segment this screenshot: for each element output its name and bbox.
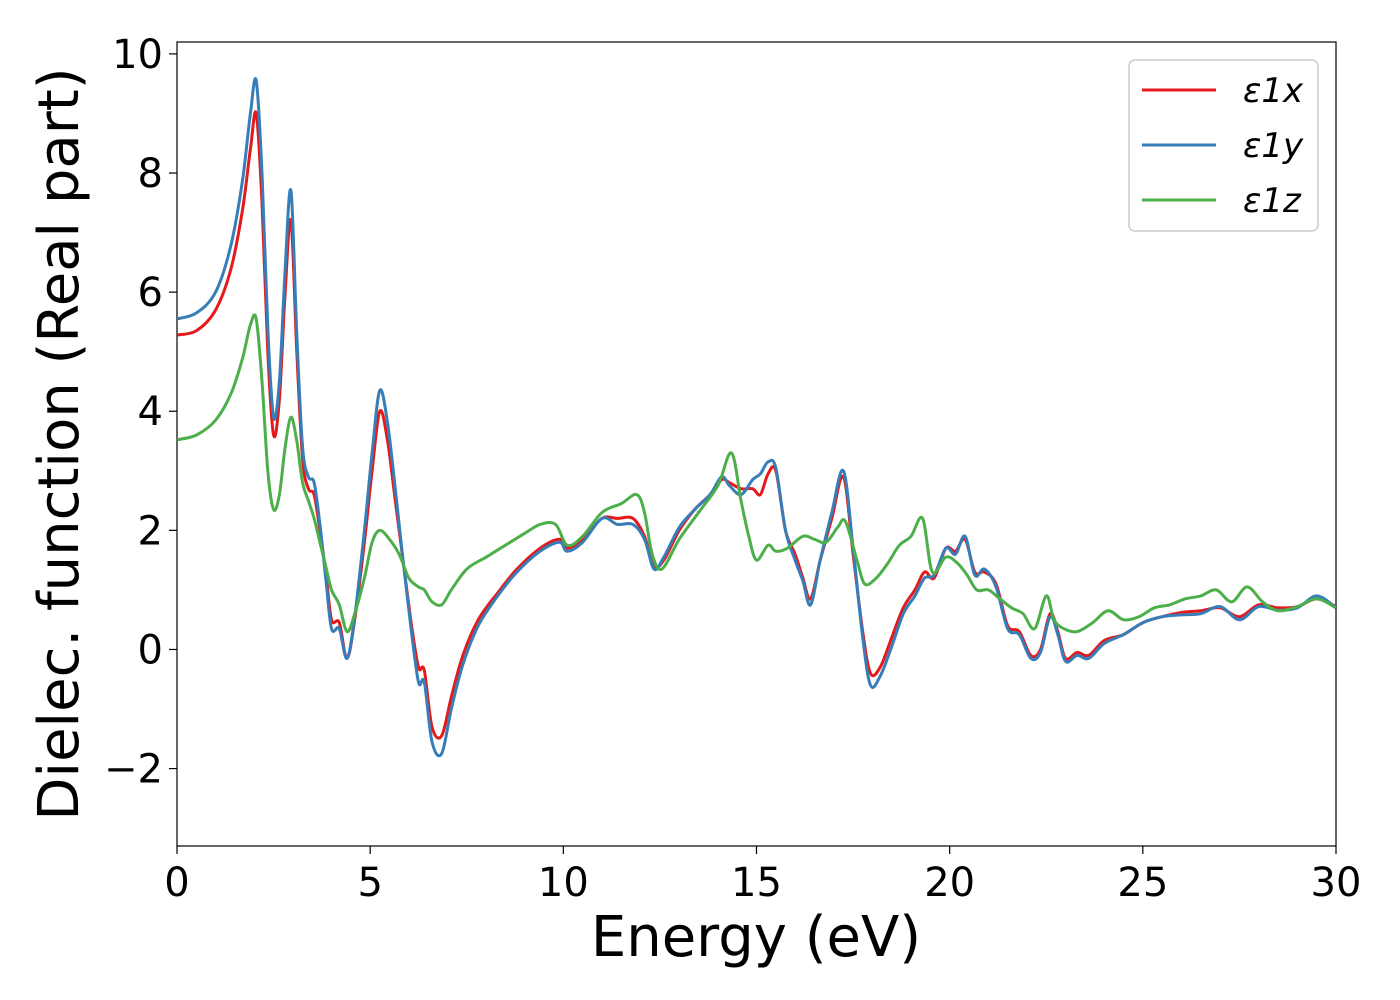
legend-box [1128,59,1319,232]
y-axis-label: Dielec. function (Real part) [27,67,92,820]
y-tick-label: 0 [138,627,163,673]
x-axis: 0 5 10 15 20 25 30 [164,846,1361,906]
y-tick-label: 4 [138,389,163,435]
y-axis: −2 0 2 4 6 8 10 [104,32,177,793]
series-layer [177,77,1336,758]
series-line-3 [177,313,1336,634]
x-axis-label: Energy (eV) [591,905,921,970]
y-tick-label: 6 [138,270,163,316]
legend-label-2: ε1y [1243,126,1304,166]
x-tick-label: 25 [1117,860,1168,906]
series-line-2 [177,77,1336,758]
x-tick-label: 5 [357,860,382,906]
legend: ε1x ε1y ε1z [1128,59,1319,232]
x-tick-label: 10 [538,860,589,906]
legend-label-3: ε1z [1243,181,1302,221]
y-tick-label: 8 [138,151,163,197]
y-tick-label: −2 [104,747,163,793]
y-tick-label: 10 [112,32,163,78]
legend-label-1: ε1x [1243,71,1304,111]
x-tick-label: 15 [731,860,782,906]
x-tick-label: 0 [164,860,189,906]
y-tick-label: 2 [138,508,163,554]
x-tick-label: 30 [1311,860,1362,906]
x-tick-label: 20 [924,860,975,906]
